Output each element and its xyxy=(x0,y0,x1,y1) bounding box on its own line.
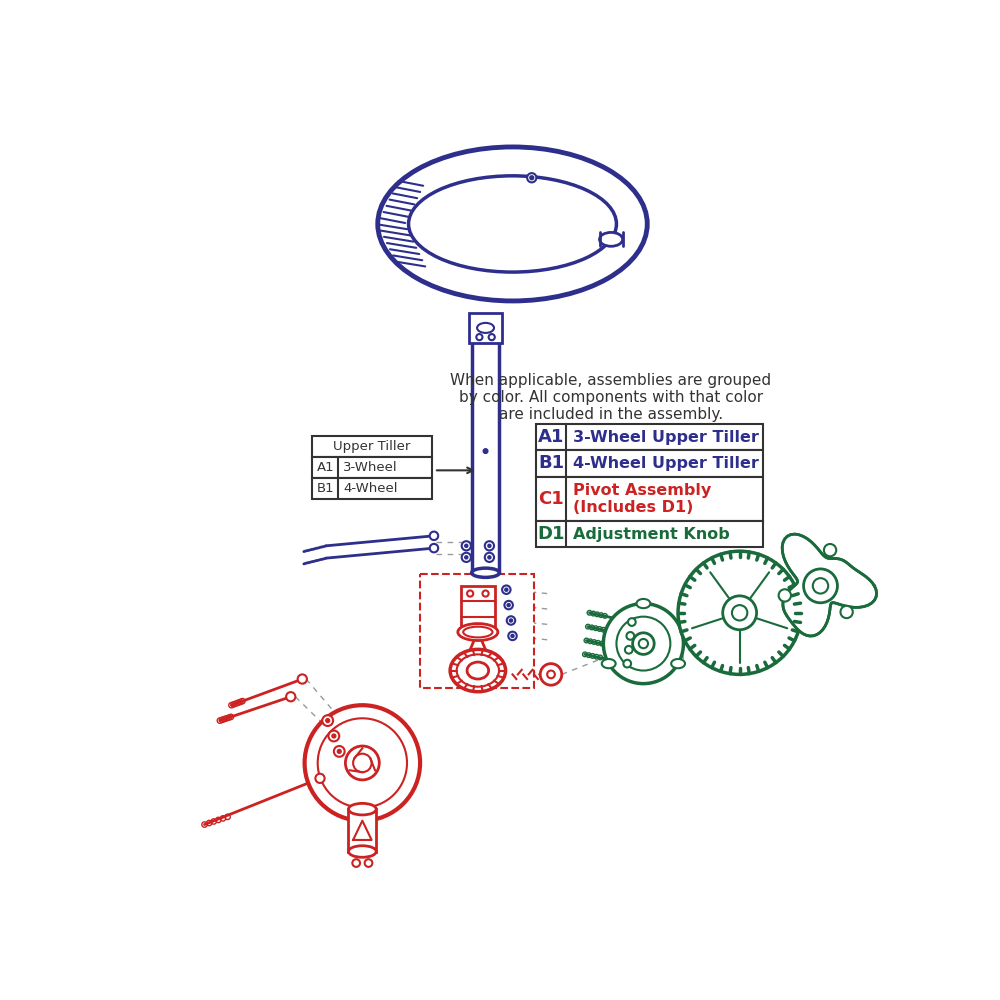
Text: 3-Wheel: 3-Wheel xyxy=(343,461,398,474)
Circle shape xyxy=(678,551,801,674)
Ellipse shape xyxy=(348,803,376,815)
Circle shape xyxy=(489,334,495,340)
Text: Upper Tiller: Upper Tiller xyxy=(333,440,411,453)
Ellipse shape xyxy=(348,846,376,857)
Circle shape xyxy=(616,617,670,671)
Circle shape xyxy=(467,590,473,597)
Ellipse shape xyxy=(458,624,498,641)
Circle shape xyxy=(488,544,491,547)
Text: B1: B1 xyxy=(538,454,564,472)
Circle shape xyxy=(318,718,407,808)
Text: D1: D1 xyxy=(537,525,565,543)
Ellipse shape xyxy=(450,649,506,692)
Circle shape xyxy=(462,541,471,550)
Bar xyxy=(536,521,763,547)
Circle shape xyxy=(504,601,513,609)
Circle shape xyxy=(482,590,489,597)
Text: 3-Wheel Upper Tiller: 3-Wheel Upper Tiller xyxy=(573,430,758,445)
Ellipse shape xyxy=(600,232,623,246)
Circle shape xyxy=(345,746,379,780)
Circle shape xyxy=(315,774,325,783)
Ellipse shape xyxy=(636,599,650,608)
Circle shape xyxy=(824,544,836,556)
Circle shape xyxy=(603,604,683,684)
Text: 4-Wheel: 4-Wheel xyxy=(343,482,398,495)
Circle shape xyxy=(511,634,514,637)
Polygon shape xyxy=(782,534,877,636)
Bar xyxy=(312,478,432,499)
Circle shape xyxy=(804,569,837,603)
Circle shape xyxy=(723,596,757,630)
Ellipse shape xyxy=(378,147,647,301)
Circle shape xyxy=(332,734,336,738)
Circle shape xyxy=(322,715,333,726)
Bar xyxy=(461,586,495,632)
Text: B1: B1 xyxy=(317,482,334,495)
Text: A1: A1 xyxy=(317,461,334,474)
Circle shape xyxy=(305,705,420,821)
Bar xyxy=(536,450,763,477)
Circle shape xyxy=(633,633,654,654)
Circle shape xyxy=(530,176,534,180)
Circle shape xyxy=(485,541,494,550)
Circle shape xyxy=(462,553,471,562)
Bar xyxy=(536,477,763,521)
Circle shape xyxy=(430,544,438,552)
Ellipse shape xyxy=(463,627,492,637)
Text: C1: C1 xyxy=(538,490,564,508)
Circle shape xyxy=(628,618,636,626)
Circle shape xyxy=(485,553,494,562)
Circle shape xyxy=(732,605,747,620)
Ellipse shape xyxy=(602,659,616,668)
Circle shape xyxy=(465,556,468,559)
Circle shape xyxy=(625,646,633,654)
Bar xyxy=(469,312,502,343)
Circle shape xyxy=(505,588,508,591)
Circle shape xyxy=(547,671,555,678)
Circle shape xyxy=(507,604,510,607)
Circle shape xyxy=(626,632,634,640)
Ellipse shape xyxy=(671,659,685,668)
Circle shape xyxy=(476,334,482,340)
Bar xyxy=(536,424,763,450)
Text: Adjustment Knob: Adjustment Knob xyxy=(573,527,729,542)
Text: A1: A1 xyxy=(538,428,564,446)
Text: 4-Wheel Upper Tiller: 4-Wheel Upper Tiller xyxy=(573,456,758,471)
Circle shape xyxy=(527,173,536,182)
Circle shape xyxy=(337,749,341,753)
Circle shape xyxy=(507,616,515,625)
Circle shape xyxy=(509,619,512,622)
Circle shape xyxy=(779,589,791,602)
Circle shape xyxy=(365,859,372,867)
Circle shape xyxy=(298,674,307,684)
Ellipse shape xyxy=(477,323,494,333)
Circle shape xyxy=(540,664,562,685)
Circle shape xyxy=(465,544,468,547)
Bar xyxy=(420,574,534,688)
Ellipse shape xyxy=(467,662,489,679)
Circle shape xyxy=(639,639,648,648)
Circle shape xyxy=(352,859,360,867)
Circle shape xyxy=(286,692,295,701)
Text: When applicable, assemblies are grouped
by color. All components with that color: When applicable, assemblies are grouped … xyxy=(450,373,772,422)
Circle shape xyxy=(326,719,330,723)
Circle shape xyxy=(623,660,631,667)
Text: Pivot Assembly
(Includes D1): Pivot Assembly (Includes D1) xyxy=(573,483,711,515)
Ellipse shape xyxy=(472,568,499,577)
Circle shape xyxy=(840,606,853,618)
Ellipse shape xyxy=(409,176,616,272)
Circle shape xyxy=(488,556,491,559)
Bar xyxy=(312,457,432,478)
Circle shape xyxy=(483,449,488,453)
Circle shape xyxy=(328,731,339,741)
Ellipse shape xyxy=(457,654,499,687)
Circle shape xyxy=(334,746,345,757)
Circle shape xyxy=(353,754,372,772)
Circle shape xyxy=(508,632,517,640)
Bar xyxy=(312,436,432,457)
Circle shape xyxy=(430,532,438,540)
Circle shape xyxy=(813,578,828,594)
Circle shape xyxy=(502,585,511,594)
Bar xyxy=(348,809,376,851)
